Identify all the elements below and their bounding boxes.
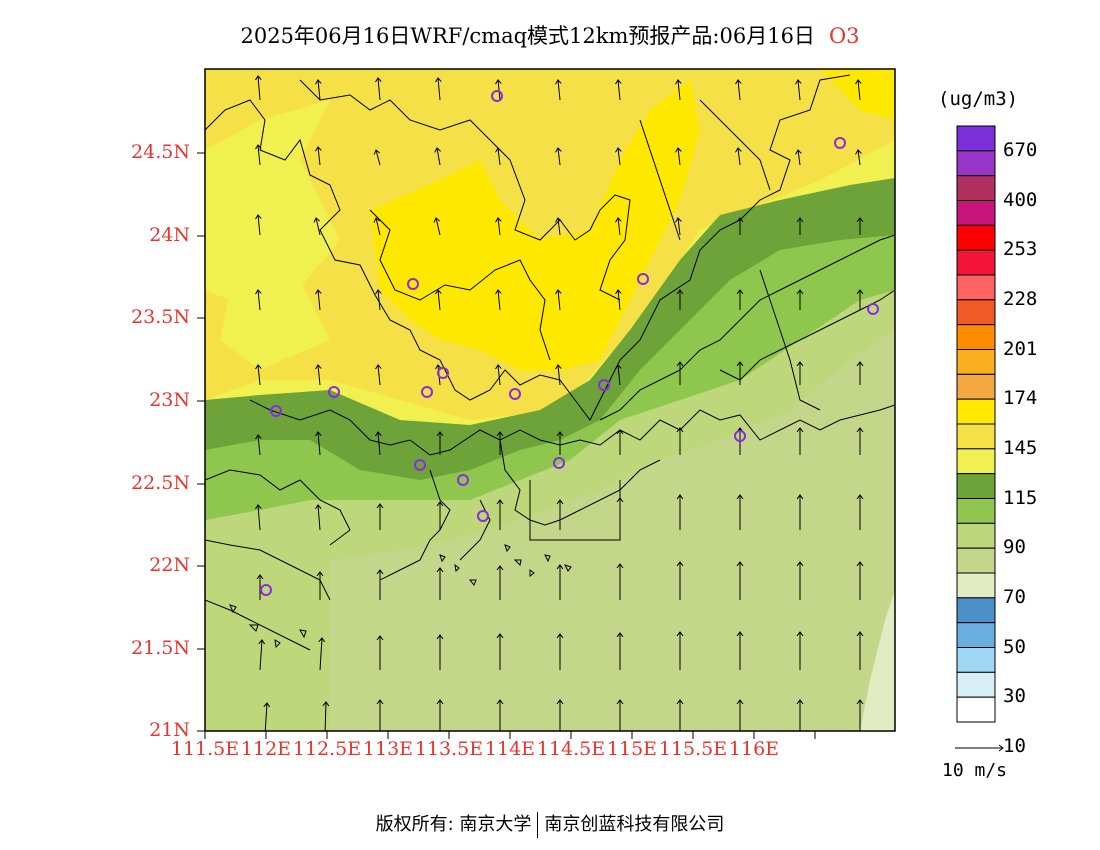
colorbar-label: 253 (1003, 238, 1038, 261)
footer-left: 版权所有: 南京大学 (375, 814, 532, 835)
colorbar-label: 400 (1003, 188, 1038, 211)
colorbar-label: 50 (1003, 635, 1026, 658)
colorbar-swatch (956, 398, 996, 425)
colorbar-swatch (956, 423, 996, 450)
colorbar-swatch (956, 647, 996, 673)
lat-label: 22.5N (131, 472, 190, 494)
islands (229, 544, 572, 649)
colorbar-unit: (ug/m3) (938, 88, 1019, 110)
colorbar-label: 70 (1003, 585, 1026, 608)
colorbar-swatch (956, 349, 996, 375)
colorbar-swatch (956, 224, 996, 251)
lon-label: 112.5E (292, 738, 362, 760)
stations (260, 90, 879, 596)
map-frame (204, 68, 896, 732)
wind-vectors (258, 76, 860, 731)
colorbar-swatch (956, 150, 996, 177)
lon-label: 112E (240, 738, 292, 760)
colorbar-label: 174 (1003, 387, 1038, 410)
lat-label: 23.5N (131, 306, 190, 328)
species-label: O3 (828, 24, 860, 48)
colorbar-swatch (956, 696, 996, 723)
colorbar-swatch (956, 373, 996, 400)
colorbar-swatch (956, 299, 996, 326)
colorbar-label: 201 (1003, 337, 1038, 360)
lon-label: 111.5E (170, 738, 240, 760)
concentration-field (205, 69, 895, 731)
field-green-pale (330, 330, 895, 731)
lat-label: 24N (149, 224, 190, 246)
colorbar-swatch (956, 572, 996, 599)
colorbar-swatch (956, 473, 996, 499)
colorbar-label: 30 (1003, 685, 1026, 708)
colorbar-swatch (956, 324, 996, 350)
lat-label: 22N (149, 554, 190, 576)
field-yellow-bright (370, 80, 700, 370)
colorbar-label: 90 (1003, 536, 1026, 559)
colorbar-swatch (956, 200, 996, 226)
field-green-light-west (205, 540, 320, 650)
axis-ticks (197, 152, 816, 739)
colorbar-label: 115 (1003, 486, 1038, 509)
lon-label: 115E (606, 738, 658, 760)
wind-scale-label: 10 m/s (942, 760, 1008, 781)
chart-title: 2025年06月16日WRF/cmaq模式12km预报产品:06月16日 O3 (0, 20, 1100, 50)
colorbar-swatch (956, 125, 996, 152)
lat-label: 21.5N (131, 637, 190, 659)
colorbar-swatch (956, 597, 996, 624)
title-text: 2025年06月16日WRF/cmaq模式12km预报产品:06月16日 (240, 24, 815, 48)
field-yellow-bright-ne (820, 69, 895, 120)
lon-label: 116E (728, 738, 780, 760)
boundaries (205, 74, 895, 651)
lat-label: 23N (149, 389, 190, 411)
colorbar-swatch (956, 448, 996, 475)
lon-label: 113E (362, 738, 414, 760)
colorbar-swatch (956, 547, 996, 574)
colorbar-swatch (956, 274, 996, 301)
footer-right: 南京创蓝科技有限公司 (544, 814, 725, 835)
lon-label: 114E (484, 738, 536, 760)
colorbar-swatch (956, 249, 996, 276)
field-yellow-light-west (205, 100, 340, 300)
lon-label: 113.5E (414, 738, 484, 760)
colorbar-label: 145 (1003, 436, 1038, 459)
footer: 版权所有: 南京大学 南京创蓝科技有限公司 (0, 810, 1100, 838)
lat-label: 24.5N (131, 141, 190, 163)
colorbar-swatch (956, 498, 996, 524)
colorbar (956, 125, 996, 723)
lat-label: 21N (149, 719, 190, 741)
colorbar-swatch (956, 175, 996, 202)
lon-label: 115.5E (658, 738, 728, 760)
colorbar-swatch (956, 522, 996, 549)
lon-label: 114.5E (536, 738, 606, 760)
colorbar-label: 670 (1003, 138, 1038, 161)
colorbar-swatch (956, 622, 996, 649)
field-yellow-light-sw (220, 280, 330, 370)
footer-separator (537, 812, 539, 838)
colorbar-swatch (956, 671, 996, 698)
field-green-faint (860, 590, 895, 731)
colorbar-label: 228 (1003, 287, 1038, 310)
colorbar-label: 10 (1003, 734, 1026, 757)
